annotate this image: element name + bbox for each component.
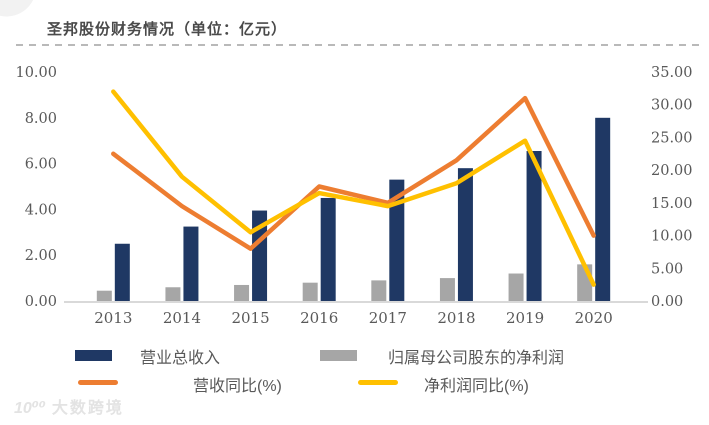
profit-bar-legend-swatch	[320, 350, 357, 361]
title-divider	[16, 44, 702, 46]
right-axis-tick-label: 20.00	[651, 163, 693, 179]
left-axis-tick-label: 0.00	[25, 294, 57, 310]
revenue-yoy-line-legend-label: 营收同比(%)	[193, 378, 282, 395]
right-axis-tick-label: 10.00	[651, 229, 693, 245]
bar	[234, 284, 250, 301]
x-axis-category-label: 2019	[506, 309, 544, 327]
dashu-kuajing-logo-icon: 10⁰⁰	[14, 400, 46, 417]
x-axis-category-label: 2013	[94, 309, 132, 327]
bar	[302, 282, 318, 301]
watermark-text: 大数跨境	[51, 400, 124, 417]
bar	[114, 243, 130, 301]
bar	[320, 197, 336, 301]
x-axis-category-label: 2016	[300, 309, 338, 327]
left-axis-tick-label: 4.00	[25, 202, 57, 218]
x-axis-category-label: 2020	[575, 309, 613, 327]
profit-yoy-line-legend-swatch	[358, 380, 398, 385]
right-axis-tick-label: 30.00	[651, 98, 693, 114]
x-axis-category-label: 2018	[437, 309, 475, 327]
left-axis-tick-label: 2.00	[25, 248, 57, 264]
left-axis-tick-label: 8.00	[25, 111, 57, 127]
bar	[439, 278, 455, 301]
bar	[252, 210, 268, 301]
bar	[96, 290, 112, 301]
right-axis-tick-label: 5.00	[651, 261, 683, 277]
watermark: 10⁰⁰ 大数跨境	[14, 394, 124, 418]
bar	[183, 226, 199, 301]
x-axis-category-label: 2017	[369, 309, 407, 327]
chart-title: 圣邦股份财务情况（单位：亿元）	[47, 21, 288, 38]
profit-bar-legend-label: 归属母公司股东的净利润	[388, 350, 565, 367]
line-series	[111, 95, 596, 251]
bar	[165, 287, 181, 301]
bar	[457, 168, 473, 301]
right-axis-tick-label: 15.00	[651, 196, 693, 212]
bar	[389, 179, 405, 301]
revenue-bar-legend-label: 营业总收入	[140, 350, 221, 367]
x-axis-category-label: 2015	[231, 309, 269, 327]
chart-canvas: 0.00 2.00 4.00 6.00 8.00 10.00 0.00 5.00 10.00 15…	[15, 65, 693, 327]
bar	[595, 117, 611, 301]
revenue-bar-legend-swatch	[75, 350, 112, 361]
bar	[371, 280, 387, 301]
line-series	[111, 89, 596, 287]
left-axis-tick-label: 10.00	[15, 65, 57, 81]
right-axis-tick-label: 25.00	[651, 130, 693, 146]
right-axis-tick-label: 35.00	[651, 65, 693, 81]
bar	[526, 151, 542, 301]
right-axis-tick-label: 0.00	[651, 294, 683, 310]
x-axis-category-label: 2014	[163, 309, 201, 327]
bar	[508, 273, 524, 301]
revenue-yoy-line-legend-swatch	[78, 380, 118, 385]
left-axis-tick-label: 6.00	[25, 157, 57, 173]
profit-yoy-line-legend-label: 净利润同比(%)	[424, 378, 529, 395]
